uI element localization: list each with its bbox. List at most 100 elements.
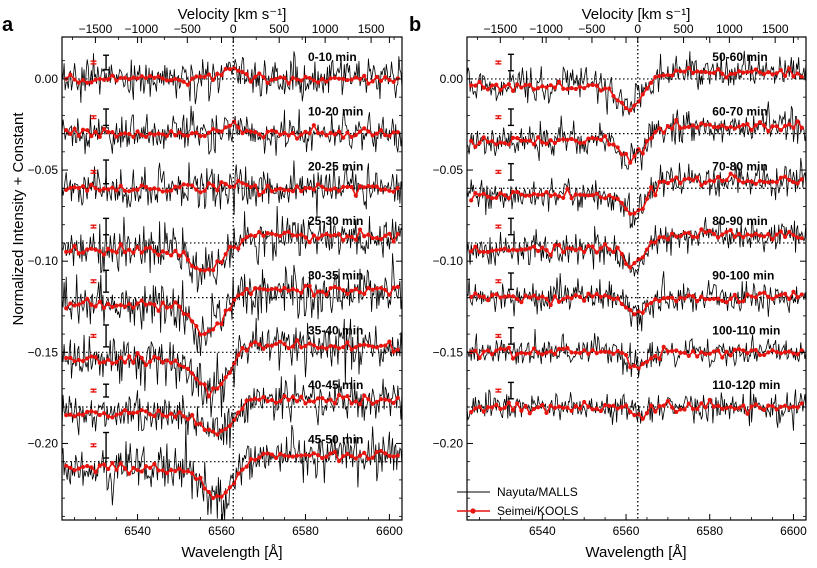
seimei-data-point xyxy=(164,305,170,310)
seimei-data-point xyxy=(278,132,283,137)
seimei-data-point xyxy=(556,299,562,304)
seimei-data-point xyxy=(68,249,73,254)
nayuta-spectrum-line xyxy=(466,50,807,117)
seimei-data-point xyxy=(477,79,482,84)
seimei-data-point xyxy=(143,362,149,368)
seimei-data-point xyxy=(774,232,779,237)
seimei-data-point xyxy=(294,184,300,189)
seimei-data-point xyxy=(265,343,270,348)
seimei-data-point xyxy=(674,117,679,123)
seimei-data-point xyxy=(690,178,696,183)
seimei-data-point xyxy=(169,360,174,366)
seimei-data-point xyxy=(324,79,329,84)
seimei-data-point xyxy=(782,174,788,179)
seimei-data-point xyxy=(202,382,207,387)
seimei-data-point xyxy=(569,196,574,201)
seimei-data-point xyxy=(173,76,178,82)
seimei-data-point xyxy=(177,363,182,368)
seimei-data-point xyxy=(269,343,274,348)
seimei-data-point xyxy=(97,134,102,139)
seimei-data-point xyxy=(198,475,203,480)
seimei-data-point xyxy=(598,349,604,354)
seimei-data-point xyxy=(665,72,670,78)
seimei-data-point xyxy=(273,341,279,347)
seimei-data-point xyxy=(261,287,266,292)
seimei-data-point xyxy=(603,134,608,139)
seimei-data-point xyxy=(93,304,98,309)
seimei-data-point xyxy=(68,131,73,136)
seimei-data-point xyxy=(665,349,670,354)
seimei-data-point xyxy=(328,233,333,238)
seimei-data-point xyxy=(757,291,763,296)
seimei-data-point xyxy=(391,130,396,135)
seimei-data-point xyxy=(682,69,687,74)
seimei-data-point xyxy=(732,292,737,297)
seimei-data-point xyxy=(782,403,788,408)
seimei-data-point xyxy=(362,73,367,78)
seimei-data-point xyxy=(661,403,666,408)
seimei-data-point xyxy=(498,87,503,93)
seimei-data-point xyxy=(118,242,123,247)
x-tick-label: 6600 xyxy=(376,524,403,538)
seimei-data-point xyxy=(240,467,245,472)
seimei-data-point xyxy=(707,228,712,233)
seimei-data-point xyxy=(782,291,788,296)
seimei-data-point xyxy=(544,248,549,253)
seimei-data-point xyxy=(206,394,212,399)
seimei-data-point xyxy=(383,397,388,402)
seimei-data-point xyxy=(177,78,182,83)
seimei-data-point xyxy=(791,289,796,295)
seimei-data-point xyxy=(707,397,712,403)
seimei-data-point xyxy=(653,74,658,80)
spectrum-time-label: 100-110 min xyxy=(712,323,780,337)
seimei-data-point xyxy=(89,80,94,85)
seimei-data-point xyxy=(114,412,119,417)
seimei-data-point xyxy=(135,129,140,134)
velocity-tick-label: 500 xyxy=(674,22,694,36)
seimei-data-point xyxy=(753,231,758,236)
seimei-data-point xyxy=(678,126,683,131)
seimei-data-point xyxy=(101,77,107,82)
seimei-data-point xyxy=(669,231,675,236)
seimei-data-point xyxy=(273,286,279,291)
seimei-data-point xyxy=(110,73,115,78)
seimei-data-point xyxy=(594,291,599,297)
seimei-data-point xyxy=(383,187,388,192)
y-tick-label: −0.15 xyxy=(433,345,464,359)
seimei-data-point xyxy=(707,351,712,356)
seimei-data-point xyxy=(619,152,624,157)
seimei-data-point xyxy=(510,294,516,299)
seimei-data-point xyxy=(766,232,771,237)
seimei-data-point xyxy=(93,77,98,82)
seimei-data-point xyxy=(236,68,241,73)
seimei-data-point xyxy=(653,129,658,135)
seimei-data-point xyxy=(131,360,136,365)
seimei-data-point xyxy=(286,133,291,138)
seimei-data-point xyxy=(649,185,654,190)
seimei-data-point xyxy=(657,404,662,409)
seimei-data-point xyxy=(603,86,608,91)
spectrum-time-label: 30-35 min xyxy=(308,269,363,283)
seimei-data-point xyxy=(156,252,161,258)
seimei-data-point xyxy=(778,292,783,297)
seimei-data-point xyxy=(582,140,587,145)
spectrum-time-label: 10-20 min xyxy=(308,105,363,119)
seimei-data-point xyxy=(299,132,304,137)
x-tick-label: 6600 xyxy=(780,524,807,538)
seimei-data-point xyxy=(741,235,746,240)
seimei-data-point xyxy=(682,296,687,301)
seimei-data-point xyxy=(282,342,287,347)
legend-nayuta-label: Nayuta/MALLS xyxy=(497,485,578,499)
velocity-tick-label: −500 xyxy=(174,22,201,36)
seimei-data-point xyxy=(548,138,553,143)
seimei-data-point xyxy=(762,290,767,295)
seimei-data-point xyxy=(223,426,228,432)
seimei-data-point xyxy=(741,403,746,408)
seimei-data-point xyxy=(336,232,342,237)
seimei-data-point xyxy=(328,76,333,81)
seimei-data-point xyxy=(370,455,375,460)
seimei-data-point xyxy=(598,195,604,200)
seimei-data-point xyxy=(177,253,182,258)
seimei-data-point xyxy=(498,191,503,196)
seimei-data-point xyxy=(795,181,800,186)
